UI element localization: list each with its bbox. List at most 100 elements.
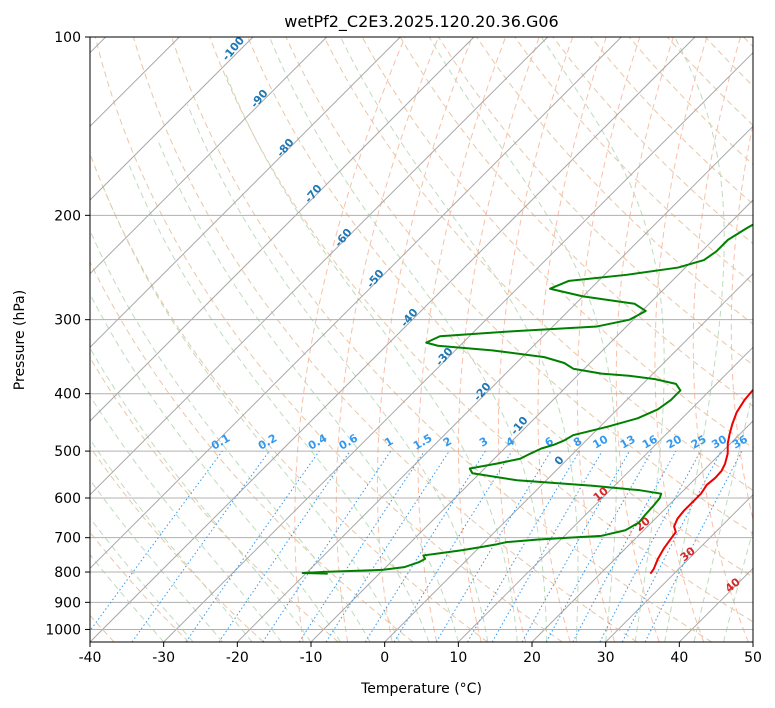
chart-title: wetPf2_C2E3.2025.120.20.36.G06 (284, 12, 558, 32)
moist-adiabat-line (90, 292, 341, 642)
isotherm-line (605, 493, 753, 642)
isotherm-line (163, 51, 753, 642)
dry-adiabat-line (90, 356, 339, 642)
x-tick-label: -40 (79, 650, 102, 666)
mixing-ratio-line (545, 450, 653, 642)
y-tick-label: 200 (54, 208, 81, 224)
isotherm-line (90, 37, 401, 349)
isotherms (90, 37, 753, 642)
dry-adiabat-line (132, 37, 638, 642)
isobars (90, 37, 753, 630)
moist-adiabat-line (457, 37, 540, 642)
isotherm-line (90, 37, 549, 496)
dry-adiabat-line (514, 37, 753, 285)
plot-background (90, 37, 753, 642)
y-tick-label: 100 (54, 30, 81, 46)
y-axis: 100 200 300 400 500 600 700 800 900 1000 (45, 30, 90, 638)
isotherm-line (90, 37, 622, 570)
x-tick-label: 0 (380, 650, 389, 666)
y-tick-label: 900 (54, 595, 81, 611)
isotherm-line (90, 37, 696, 642)
moist-adiabat-line (340, 37, 579, 642)
mixing-ratio-line (521, 450, 630, 642)
moist-adiabat-line (664, 37, 725, 642)
mixing-ratio-line (393, 450, 513, 642)
mixing-ratio-line (90, 450, 223, 632)
moist-adiabat-line (128, 165, 430, 642)
moist-adiabat-line (723, 528, 753, 642)
plot-frame (89, 36, 754, 643)
mixing-ratio-line (298, 450, 425, 642)
x-tick-label: 40 (670, 650, 688, 666)
isotherm-line (384, 272, 753, 642)
isotherm-line (310, 199, 753, 642)
mixing-ratio-line (218, 450, 351, 642)
moist-adiabat-line (103, 188, 400, 642)
dry-adiabat-line (90, 260, 414, 642)
x-tick-label: 50 (744, 650, 762, 666)
isotherm-line (531, 420, 753, 642)
isotherm-line (90, 37, 475, 422)
mixing-ratio-line (262, 450, 392, 642)
x-axis-label: Temperature (°C) (360, 681, 482, 697)
moist-adiabat-line (654, 37, 708, 642)
dry-adiabat-line (94, 37, 563, 642)
sounding-line (301, 223, 753, 575)
mixing-ratio-line (131, 450, 270, 642)
y-axis-label: Pressure (hPa) (12, 290, 28, 390)
x-tick-label: 20 (523, 650, 541, 666)
x-tick-label: 10 (449, 650, 467, 666)
dry-adiabat-line (171, 37, 713, 642)
y-tick-label: 1000 (45, 622, 81, 638)
moist-adiabat-line (90, 517, 194, 642)
y-tick-label: 600 (54, 491, 81, 507)
y-tick-label: 700 (54, 531, 81, 547)
mixing-ratio-line (572, 450, 677, 642)
moist-adiabat-line (576, 37, 641, 642)
moist-adiabat-line (693, 390, 753, 642)
moist-adiabat-line (537, 37, 607, 642)
moist-adiabat-line (90, 395, 282, 642)
y-tick-label: 300 (54, 313, 81, 329)
moist-adiabat-line (90, 347, 312, 642)
moist-adiabat-line (90, 438, 253, 642)
dry-adiabat-line (209, 37, 753, 623)
dry-adiabat-line (476, 37, 753, 325)
moist-adiabat-line (186, 104, 489, 642)
dry-adiabat-line (323, 37, 753, 491)
moist-adiabat-line (90, 479, 223, 642)
mixing-ratio-line (644, 450, 743, 642)
mixing-ratio-line (325, 450, 450, 642)
mixing-ratio-line (185, 450, 320, 642)
mixing-ratio-lines (90, 450, 743, 642)
isotherm-line (236, 125, 753, 642)
sounding-series (301, 223, 753, 575)
x-axis: -40 -30 -20 -10 0 10 20 30 40 50 (79, 642, 762, 666)
moist-adiabat-line (224, 72, 518, 642)
dry-adiabat-line (90, 446, 264, 642)
moist-adiabat-line (376, 37, 473, 642)
moist-adiabat-line (417, 37, 507, 642)
isotherm-line (90, 37, 328, 275)
moist-adiabat-line (540, 37, 665, 642)
dry-adiabat-line (285, 37, 753, 535)
isotherm-line (457, 346, 753, 642)
moist-adiabat-line (269, 37, 548, 642)
x-tick-label: -10 (300, 650, 323, 666)
y-tick-label: 800 (54, 565, 81, 581)
y-tick-label: 500 (54, 444, 81, 460)
dry-adiabat-line (247, 37, 753, 578)
moist-adiabat-line (294, 37, 406, 642)
x-tick-label: -20 (226, 650, 249, 666)
x-tick-label: -30 (152, 650, 175, 666)
isotherm-line (90, 37, 254, 201)
y-tick-label: 400 (54, 387, 81, 403)
moist-adiabat-line (335, 37, 440, 642)
sounding-line (649, 388, 753, 575)
x-tick-label: 30 (597, 650, 615, 666)
moist-adiabat-line (615, 37, 674, 642)
dry-adiabats (90, 37, 753, 642)
moist-adiabat-line (90, 553, 165, 642)
moist-adiabat-line (730, 121, 753, 522)
